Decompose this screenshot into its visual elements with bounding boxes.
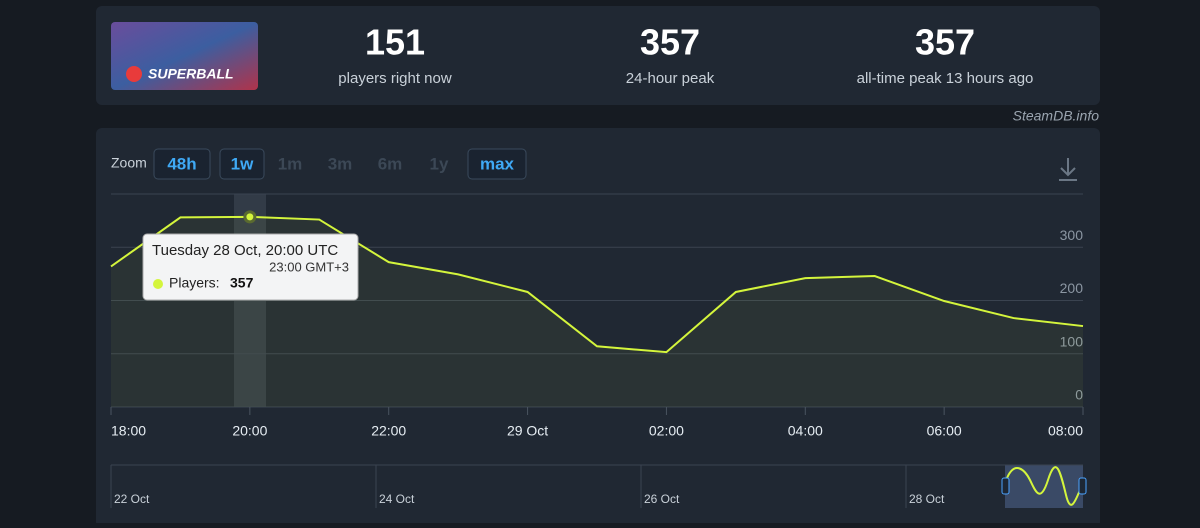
navigator-label: 24 Oct xyxy=(379,492,415,506)
tooltip-subtitle: 23:00 GMT+3 xyxy=(269,259,349,274)
zoom-button[interactable] xyxy=(467,148,527,180)
zoom-option[interactable]: 3m xyxy=(328,154,353,173)
y-tick-label: 200 xyxy=(1060,280,1084,296)
x-tick-label: 04:00 xyxy=(788,423,823,439)
stat-value: 357 xyxy=(640,22,700,63)
hover-point xyxy=(243,210,257,224)
chart-panel xyxy=(96,128,1100,528)
navigator-handle[interactable] xyxy=(1001,477,1010,495)
y-tick-label: 300 xyxy=(1060,227,1084,243)
stat-value: 151 xyxy=(365,22,425,63)
x-tick-label: 08:00 xyxy=(1048,423,1083,439)
navigator-handle[interactable] xyxy=(1078,477,1087,495)
stat-label: all-time peak 13 hours ago xyxy=(857,70,1034,87)
stats-panel xyxy=(96,6,1100,105)
logo-text: SUPERBALL xyxy=(148,66,234,82)
x-tick-label: 02:00 xyxy=(649,423,684,439)
line xyxy=(110,215,1084,354)
zoom-option[interactable]: 1y xyxy=(430,154,449,173)
tooltip: Tuesday 28 Oct, 20:00 UTC 23:00 GMT+3 Pl… xyxy=(142,233,359,301)
navigator-window[interactable] xyxy=(1005,465,1083,508)
zoom-option[interactable]: 1w xyxy=(231,154,254,173)
zoom-option[interactable]: max xyxy=(480,154,515,173)
stat-value: 357 xyxy=(915,22,975,63)
download-arrow[interactable] xyxy=(1059,158,1077,181)
navigator-line xyxy=(1006,466,1084,506)
navigator-label: 22 Oct xyxy=(114,492,150,506)
tooltip-label: Players: xyxy=(169,275,220,291)
zoom-option[interactable]: 6m xyxy=(378,154,403,173)
source-link[interactable]: SteamDB.info xyxy=(1013,108,1100,124)
tooltip-box xyxy=(142,233,359,301)
zoom-option[interactable]: 1m xyxy=(278,154,303,173)
logo-icon xyxy=(126,66,142,82)
tooltip-value: 357 xyxy=(230,275,254,291)
stat-label: players right now xyxy=(338,70,452,87)
tooltip-dot xyxy=(153,279,163,289)
zoom-button[interactable] xyxy=(153,148,211,180)
x-tick-label: 18:00 xyxy=(111,423,146,439)
y-tick-label: 100 xyxy=(1060,333,1084,349)
x-tick-label: 20:00 xyxy=(232,423,267,439)
tooltip-title: Tuesday 28 Oct, 20:00 UTC xyxy=(152,242,338,259)
zoom-button[interactable] xyxy=(219,148,265,180)
download-icon[interactable] xyxy=(1059,158,1077,181)
game-image xyxy=(111,22,258,90)
navigator-label: 26 Oct xyxy=(644,492,680,506)
zoom-label: Zoom xyxy=(111,155,147,171)
x-tick-label: 29 Oct xyxy=(507,423,548,439)
y-tick-label: 0 xyxy=(1075,387,1083,403)
x-tick-label: 22:00 xyxy=(371,423,406,439)
x-tick-label: 06:00 xyxy=(927,423,962,439)
zoom-option[interactable]: 48h xyxy=(167,154,196,173)
navigator-label: 28 Oct xyxy=(909,492,945,506)
stat-label: 24-hour peak xyxy=(626,70,715,87)
navigator: 22 Oct 24 Oct 26 Oct 28 Oct xyxy=(110,464,1087,508)
zoom-buttons: 48h 1w 1m 3m 6m 1y max xyxy=(153,148,527,180)
